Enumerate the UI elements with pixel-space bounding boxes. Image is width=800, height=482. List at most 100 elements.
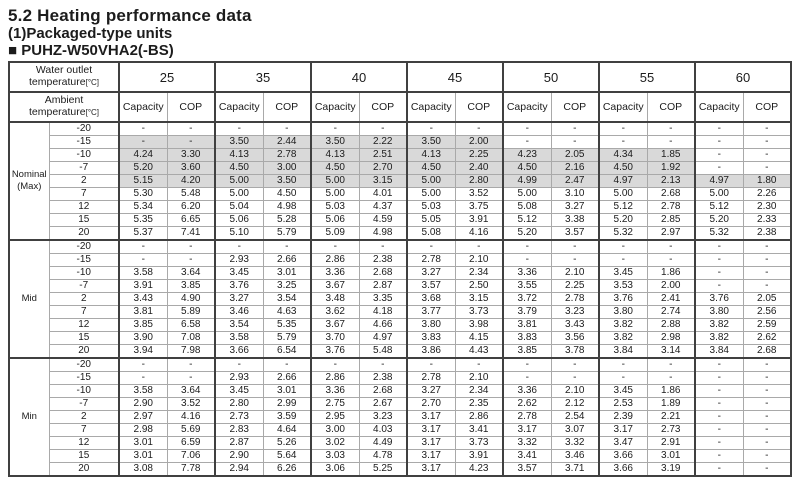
data-cell: 4.63 [262,305,312,319]
data-cell: 2.33 [742,213,792,227]
data-cell: 3.81 [118,305,168,319]
data-cell: 2.70 [358,161,408,175]
data-cell: 2.30 [742,200,792,214]
data-cell: 3.64 [166,384,216,398]
data-cell: 3.91 [454,449,504,463]
cop-header: COP [742,91,792,123]
data-cell: - [502,357,552,372]
data-cell: 3.41 [502,449,552,463]
data-cell: 1.86 [646,384,696,398]
cop-header: COP [454,91,504,123]
data-cell: 5.03 [406,200,456,214]
data-cell: - [742,357,792,372]
water-temp-header: 60 [694,61,792,93]
data-cell: 3.82 [694,318,744,332]
data-cell: 3.84 [694,344,744,359]
table-row: 20 3.08 7.78 2.94 6.26 3.06 5.25 3.17 4.23 3.57 3.… [9,462,792,477]
data-cell: - [742,266,792,280]
data-cell: 2.68 [358,384,408,398]
data-cell: 5.00 [598,187,648,201]
data-cell: - [502,371,552,385]
data-cell: 5.34 [118,200,168,214]
data-cell: 2.87 [214,436,264,450]
data-cell: 2.34 [454,266,504,280]
data-cell: 5.08 [502,200,552,214]
table-row: -7 5.20 3.60 4.50 3.00 4.50 2.70 4.50 2.40 4.50 2.… [9,161,792,175]
water-outlet-header-unit: [°C] [85,78,100,87]
data-cell: 3.02 [310,436,360,450]
data-cell: 3.38 [550,213,600,227]
data-cell: 4.34 [598,148,648,162]
model-heading: ■ PUHZ-W50VHA2(-BS) [8,42,174,59]
ambient-temp-cell: 15 [48,213,120,227]
data-cell: 2.67 [358,397,408,411]
data-cell: 3.79 [502,305,552,319]
data-cell: 3.03 [310,449,360,463]
data-cell: - [694,462,744,477]
data-cell: 3.73 [454,305,504,319]
data-cell: 3.27 [406,384,456,398]
data-cell: 2.40 [454,161,504,175]
data-cell: 3.52 [454,187,504,201]
group-label: Nominal (Max) [8,121,50,241]
data-cell: 4.66 [358,318,408,332]
data-cell: - [166,121,216,136]
data-cell: 3.43 [550,318,600,332]
data-cell: 3.53 [598,279,648,293]
ambient-temp-cell: -10 [48,148,120,162]
data-cell: 2.99 [262,397,312,411]
data-cell: 3.57 [502,462,552,477]
data-cell: - [118,239,168,254]
data-cell: 2.97 [646,226,696,241]
data-cell: 2.54 [550,410,600,424]
table-row: 12 3.85 6.58 3.54 5.35 3.67 4.66 3.80 3.98 3.81 3.… [9,318,792,332]
data-cell: 3.94 [118,344,168,359]
data-cell: 2.80 [214,397,264,411]
data-cell: - [742,462,792,477]
data-cell: 5.89 [166,305,216,319]
data-cell: - [598,121,648,136]
data-cell: 3.45 [598,266,648,280]
data-cell: 5.00 [406,187,456,201]
data-cell: 4.50 [598,161,648,175]
data-cell: 2.05 [550,148,600,162]
data-cell: - [694,397,744,411]
data-cell: - [550,121,600,136]
data-cell: - [694,449,744,463]
water-temp-header: 50 [502,61,600,93]
data-cell: 3.68 [406,292,456,306]
data-cell: 1.80 [742,174,792,188]
data-cell: - [166,357,216,372]
data-cell: 4.99 [502,174,552,188]
data-cell: 2.80 [454,174,504,188]
data-cell: - [694,148,744,162]
data-cell: - [550,371,600,385]
table-row: -7 3.91 3.85 3.76 3.25 3.67 2.87 3.57 2.50 3.55 2.… [9,279,792,293]
data-cell: 5.30 [118,187,168,201]
capacity-header: Capacity [502,91,552,123]
data-cell: 2.93 [214,253,264,267]
data-cell: 3.91 [454,213,504,227]
data-cell: 1.92 [646,161,696,175]
ambient-temp-cell: 20 [48,462,120,477]
data-cell: - [166,135,216,149]
ambient-temp-cell: 2 [48,174,120,188]
data-cell: 3.17 [406,449,456,463]
data-cell: 5.79 [262,331,312,345]
data-cell: - [742,397,792,411]
data-cell: - [310,239,360,254]
data-cell: - [406,239,456,254]
data-cell: 5.04 [214,200,264,214]
water-temp-header: 40 [310,61,408,93]
data-cell: 3.58 [118,384,168,398]
data-cell: 3.30 [166,148,216,162]
data-cell: 2.00 [646,279,696,293]
data-cell: 2.50 [454,279,504,293]
data-cell: - [646,357,696,372]
table-row: -15- -2.93 2.66 2.86 2.38 2.78 2.10- - - - - - [9,371,792,385]
data-cell: 4.13 [214,148,264,162]
data-cell: 4.59 [358,213,408,227]
data-cell: 3.82 [598,318,648,332]
table-header: Water outlet temperature[°C] 25 35 40 45 50 55 6… [8,61,792,123]
data-cell: 2.10 [550,384,600,398]
